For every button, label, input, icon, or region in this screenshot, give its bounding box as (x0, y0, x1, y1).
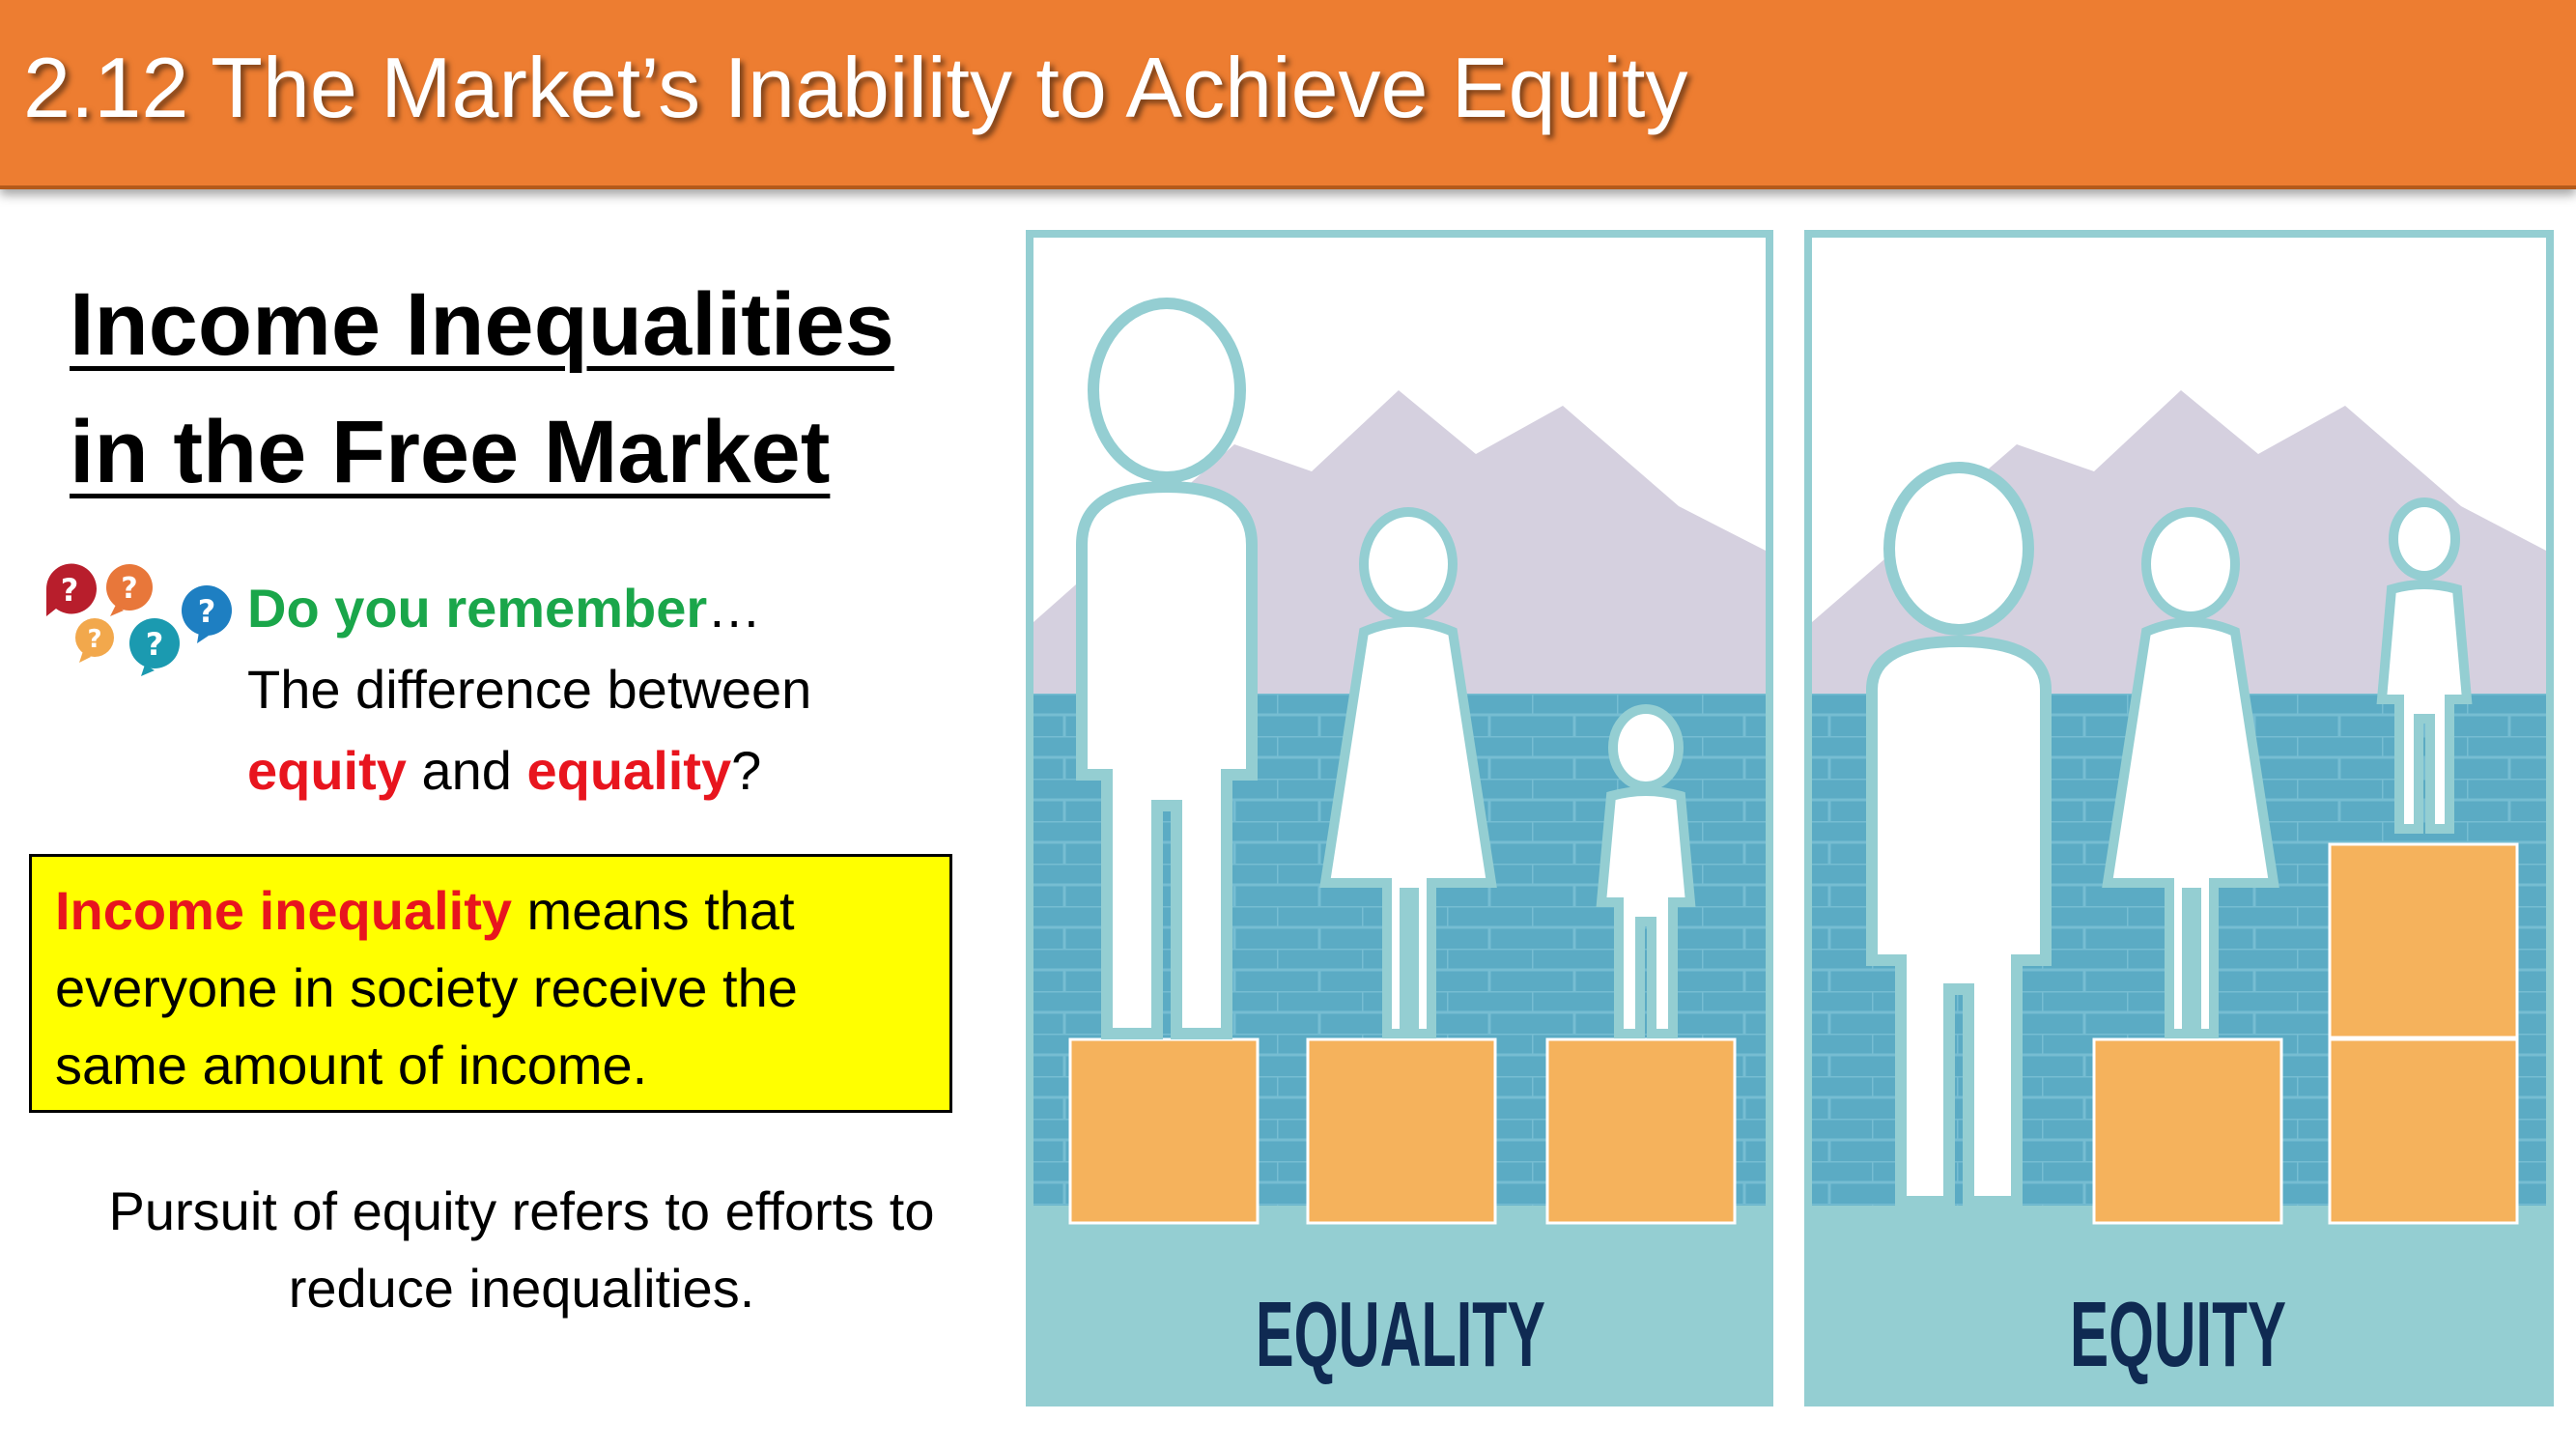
heading-line-2: in the Free Market (70, 403, 831, 501)
equity-label: EQUITY (2070, 1283, 2286, 1386)
term-equity: equity (247, 740, 407, 801)
figure-woman (1319, 507, 1497, 1038)
box-3 (1545, 1037, 1737, 1225)
box-6 (2328, 842, 2519, 1039)
slide-title: 2.12 The Market’s Inability to Achieve E… (23, 40, 1688, 135)
figure-woman (2102, 507, 2279, 1038)
definition-text: means that everyone in society receive t… (55, 880, 798, 1095)
svg-text:?: ? (61, 572, 79, 609)
pursuit-text: Pursuit of equity refers to efforts to r… (39, 1173, 1005, 1327)
equality-label: EQUALITY (1256, 1283, 1545, 1386)
svg-text:?: ? (87, 625, 101, 654)
svg-text:?: ? (121, 572, 137, 606)
remember-prompt: Do you remember… The difference between … (247, 568, 1001, 811)
question-bubbles-icon: ? ? ? ? ? (45, 563, 232, 676)
pursuit-line-2: reduce inequalities. (288, 1258, 755, 1319)
term-equality: equality (526, 740, 732, 801)
definition-box: Income inequality means that everyone in… (29, 854, 952, 1113)
box-4 (2092, 1037, 2283, 1225)
equity-panel: EQUITY (1804, 230, 2554, 1406)
figure-tall-person (1076, 298, 1258, 1039)
figure-child (1596, 704, 1696, 1038)
title-bar: 2.12 The Market’s Inability to Achieve E… (0, 0, 2576, 189)
definition-term: Income inequality (55, 880, 512, 941)
svg-text:?: ? (146, 626, 164, 663)
remember-line-2: The difference between (247, 659, 812, 720)
remember-heading: Do you remember (247, 578, 708, 639)
figure-tall-person (1866, 462, 2052, 1208)
pursuit-line-1: Pursuit of equity refers to efforts to (108, 1180, 935, 1241)
heading-line-1: Income Inequalities (70, 275, 894, 374)
term-connector: and (406, 740, 527, 801)
box-2 (1306, 1037, 1497, 1225)
remember-ellipsis: … (707, 578, 762, 639)
svg-text:?: ? (198, 593, 216, 630)
section-heading: Income Inequalities in the Free Market (70, 261, 997, 516)
question-mark: ? (731, 740, 762, 801)
equality-equity-illustration: EQUALITY EQUITY (1026, 230, 2554, 1406)
equality-panel: EQUALITY (1026, 230, 1773, 1406)
box-1 (1068, 1037, 1260, 1225)
figure-child (2376, 497, 2473, 834)
box-5 (2328, 1037, 2519, 1225)
